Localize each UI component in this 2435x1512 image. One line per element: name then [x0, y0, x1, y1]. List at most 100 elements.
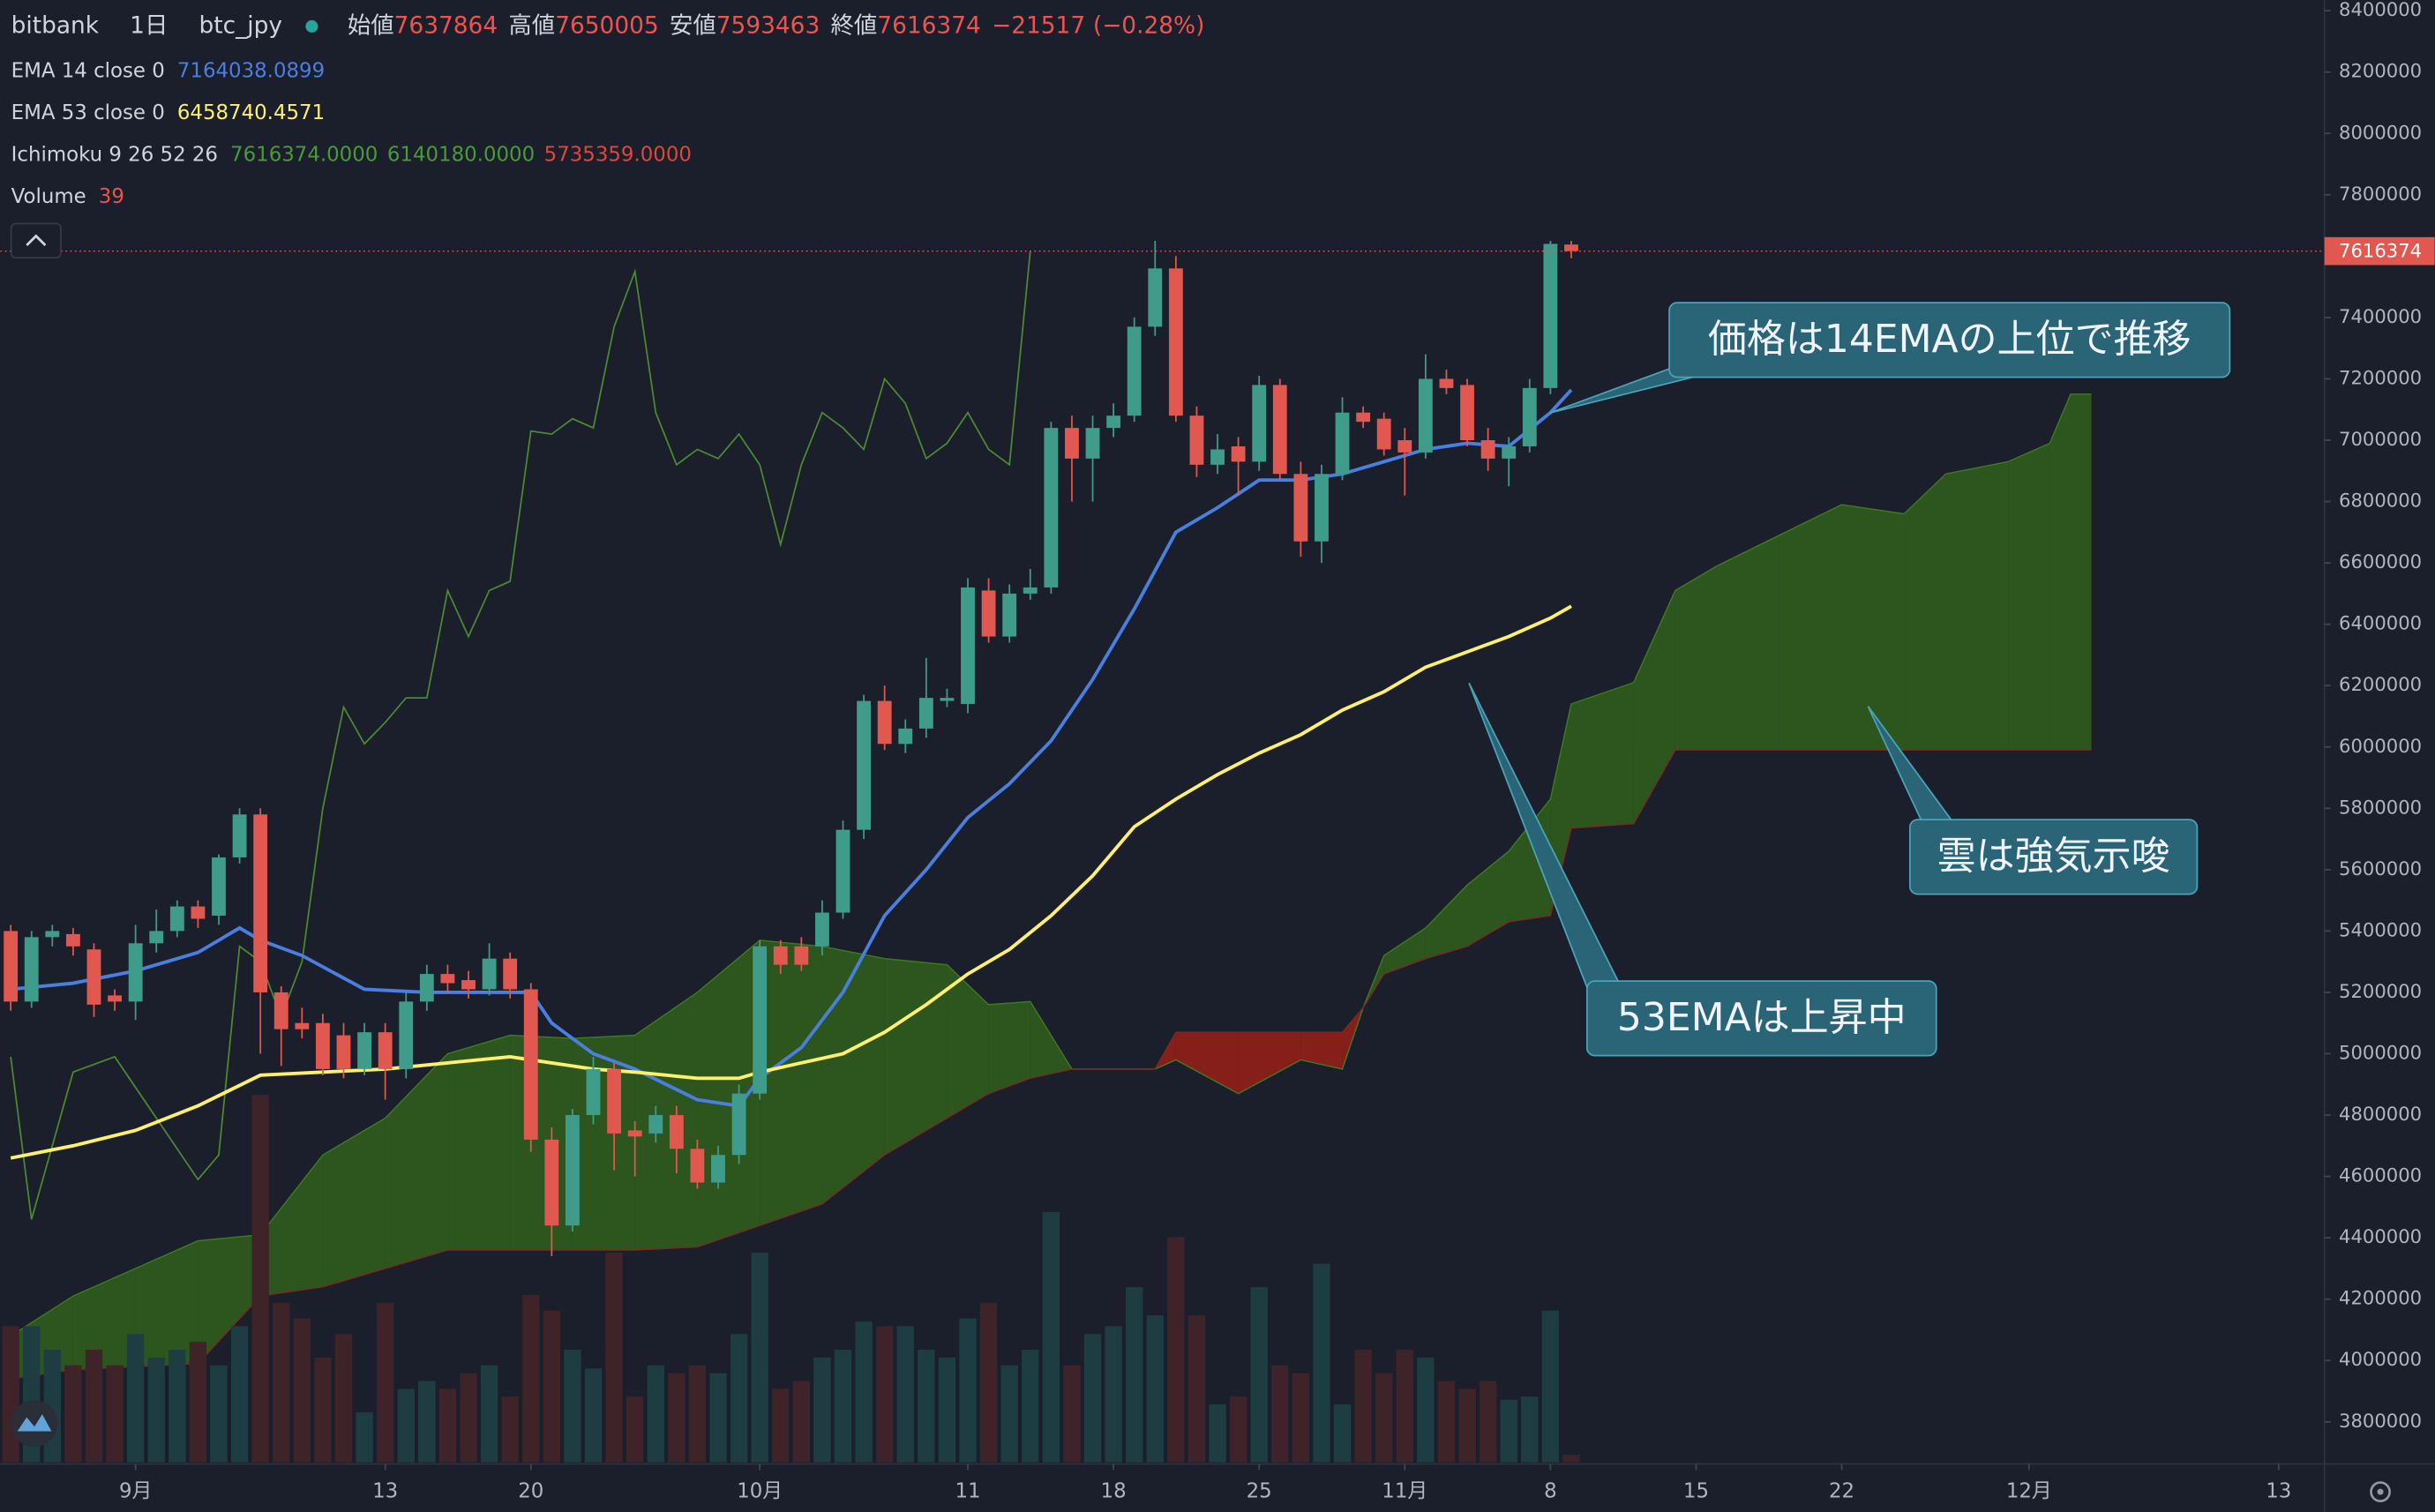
y-tick-label: 5200000: [2339, 980, 2422, 1002]
volume-bar: [668, 1373, 686, 1463]
cloud-segment: [1675, 565, 1718, 751]
volume-bar: [1562, 1455, 1580, 1463]
volume-bar: [438, 1388, 457, 1463]
settings-icon[interactable]: [2370, 1481, 2391, 1503]
status-dot: [305, 19, 318, 33]
cloud-segment: [1779, 505, 1842, 751]
candle-body: [1356, 412, 1371, 423]
candle-body: [1106, 415, 1121, 429]
volume-bar: [876, 1326, 894, 1463]
cloud-segment: [1717, 535, 1779, 751]
ohlc-value: 7616374: [877, 12, 980, 39]
candle-body: [815, 912, 829, 947]
x-tick-label: 11: [955, 1480, 980, 1503]
cloud-segment: [260, 1155, 323, 1297]
logo[interactable]: [11, 1400, 58, 1448]
ohlc-value: 7637864: [394, 12, 498, 39]
cloud-segment: [198, 1234, 261, 1364]
volume-bar: [1500, 1399, 1517, 1463]
volume-bar: [772, 1388, 790, 1463]
cloud-segment: [322, 1118, 386, 1287]
button-frame[interactable]: [10, 222, 62, 258]
logo-bg[interactable]: [11, 1400, 58, 1448]
volume-bar: [1126, 1287, 1143, 1463]
y-tick-label: 8400000: [2339, 0, 2422, 20]
candle-body: [1502, 445, 1517, 459]
volume-bar: [1063, 1365, 1081, 1463]
candle-body: [1272, 385, 1287, 475]
ohlc-value: 7593463: [716, 12, 820, 39]
x-tick-label: 15: [1683, 1480, 1709, 1503]
volume-bar: [543, 1310, 561, 1463]
candle-body: [544, 1139, 559, 1226]
plot: [0, 240, 2325, 1463]
volume-bar: [480, 1365, 498, 1463]
volume-bar: [147, 1357, 165, 1463]
callout-text: 雲は強気示唆: [1937, 834, 2170, 879]
volume-bar: [1250, 1287, 1268, 1463]
y-tick-label: 6200000: [2339, 673, 2422, 695]
legend-label: Volume: [11, 185, 86, 208]
volume-bar: [334, 1334, 353, 1463]
y-tick-label: 5800000: [2339, 796, 2422, 818]
settings-dot[interactable]: [2377, 1488, 2384, 1495]
y-tick-label: 5600000: [2339, 857, 2422, 880]
settings[interactable]: [2370, 1481, 2391, 1503]
candle-body: [1543, 243, 1558, 388]
candle-body: [1189, 415, 1204, 465]
candle-body: [981, 590, 996, 637]
volume-bar: [376, 1302, 394, 1463]
cloud-segment: [1425, 885, 1468, 959]
overlay: 8400000820000080000007800000760000074000…: [11, 0, 2435, 1503]
volume-bar: [584, 1368, 603, 1463]
symbol-exchange: bitbank: [11, 12, 100, 39]
candle-body: [753, 946, 768, 1094]
candle-body: [169, 906, 184, 932]
candle-body: [149, 931, 164, 944]
candle-body: [357, 1032, 371, 1069]
candle-body: [523, 989, 538, 1140]
volume-bar: [918, 1350, 935, 1463]
ohlc-label: 安値: [670, 12, 716, 39]
volume-bar: [1437, 1381, 1456, 1463]
cloud-segment: [760, 939, 822, 1226]
candle-body: [1085, 428, 1100, 459]
volume-bar: [1271, 1365, 1289, 1463]
cloud-segment: [947, 964, 989, 1119]
volume-bar: [1000, 1365, 1018, 1463]
y-tick-label: 8200000: [2339, 60, 2422, 82]
candle-body: [419, 974, 434, 1002]
candle-body: [1335, 412, 1350, 475]
last-price-label: 7616374: [2339, 240, 2422, 262]
candle-body: [1564, 244, 1578, 251]
y-tick-label: 6000000: [2339, 735, 2422, 757]
candle-body: [1127, 326, 1142, 416]
candle-body: [1376, 418, 1391, 450]
candle-body: [1460, 385, 1474, 441]
cloud-segment: [2049, 393, 2071, 751]
candle-body: [898, 728, 913, 745]
candle-body: [336, 1035, 351, 1069]
leading-span-b: [11, 749, 2092, 1380]
candle-body: [586, 1068, 601, 1116]
x-tick-label: 18: [1101, 1480, 1127, 1503]
logo-mark[interactable]: [17, 1414, 52, 1432]
volume-bar: [1313, 1263, 1330, 1463]
volume-bar: [605, 1253, 623, 1463]
volume-bar: [210, 1365, 228, 1463]
candle-body: [648, 1115, 663, 1134]
collapse-button[interactable]: [10, 222, 62, 258]
cloud-segment: [634, 992, 698, 1251]
y-tick-label: 4200000: [2339, 1287, 2422, 1309]
volume-bar: [855, 1321, 873, 1463]
callout-box: [1668, 302, 2231, 378]
button-icon[interactable]: [26, 234, 47, 247]
ohlc-label: 終値: [831, 12, 878, 39]
cloud-segment: [2070, 393, 2092, 751]
volume-bar: [1458, 1388, 1476, 1463]
candle-body: [191, 906, 206, 919]
cloud-segment: [821, 946, 885, 1204]
candle-body: [607, 1068, 622, 1134]
volume-bar: [418, 1381, 436, 1463]
change-value: −21517: [992, 12, 1085, 39]
